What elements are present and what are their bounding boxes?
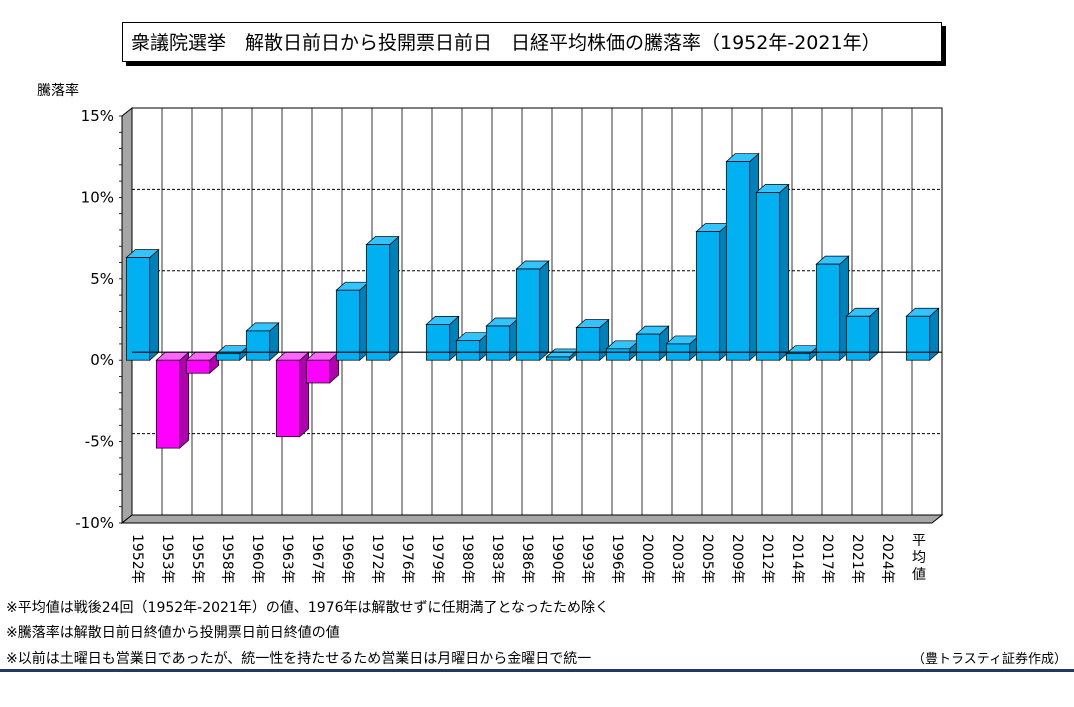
source-credit: （豊トラスティ証券作成） [912, 652, 1067, 667]
bar [425, 324, 451, 361]
x-tick-label: 1983年 [489, 534, 505, 584]
x-tick-label: 1993年 [579, 534, 595, 584]
x-tick-label: 1990年 [549, 534, 565, 584]
bar-side [149, 248, 160, 361]
x-tick-label: 2005年 [699, 534, 715, 584]
y-tick-label: 0% [90, 351, 114, 369]
y-tick-label: -5% [85, 433, 114, 451]
x-tick-label: 1972年 [369, 534, 385, 584]
bar-side [539, 260, 550, 361]
x-tick-label: 1986年 [519, 534, 535, 584]
x-tick-label: 2024年 [879, 534, 895, 584]
x-tick-label: 1976年 [399, 534, 415, 584]
x-tick-label: 1955年 [189, 534, 205, 584]
y-tick-label: -10% [75, 514, 114, 532]
bar [605, 348, 631, 361]
chart-title: 衆議院選挙 解散日前日から投開票日前日 日経平均株価の騰落率（1952年-202… [122, 22, 942, 62]
bar-chart: 15% 10% 5% 0% -5% -10% 1952年 1953年 1955年 1958年 196… [75, 106, 944, 584]
bar [785, 353, 811, 361]
bar [245, 330, 271, 361]
x-tick-label: 1960年 [249, 534, 265, 584]
bar [905, 315, 931, 361]
footnote-average: ※平均値は戦後24回（1952年-2021年）の値、1976年は解散せずに任期満… [6, 600, 610, 616]
bar-side [389, 235, 400, 361]
x-tick-label: 2000年 [639, 534, 655, 584]
footnote-definition: ※騰落率は解散日前日終値から投開票日前日終値の値 [6, 625, 340, 641]
bar [515, 268, 541, 361]
x-tick-label: 2012年 [759, 534, 775, 584]
bar [455, 340, 481, 361]
x-tick-label: 1969年 [339, 534, 355, 584]
y-axis-label: 騰落率 [37, 83, 79, 99]
y-tick-label: 10% [81, 188, 114, 206]
x-tick-label: 2003年 [669, 534, 685, 584]
bar [125, 257, 151, 361]
bar [725, 161, 751, 361]
x-tick-label: 2017年 [819, 534, 835, 584]
bar [815, 263, 841, 361]
bar [845, 315, 871, 361]
x-tick-label: 1967年 [309, 534, 325, 584]
bottom-divider [0, 669, 1074, 672]
y-tick-label: 15% [81, 107, 114, 125]
x-tick-label: 平均値 [912, 533, 926, 583]
bar [695, 231, 721, 361]
y-tick-label: 5% [90, 270, 114, 288]
bar-side [779, 183, 790, 361]
bar [545, 356, 571, 361]
bar [575, 327, 601, 361]
x-tick-label: 1953年 [159, 534, 175, 584]
bar [335, 289, 361, 361]
x-tick-label: 1952年 [129, 534, 145, 584]
bar [755, 192, 781, 361]
footnote-business-days: ※以前は土曜日も営業日であったが、統一性を持たせるため営業日は月曜日から金曜日で… [6, 651, 592, 667]
bar [155, 359, 181, 449]
x-tick-label: 1996年 [609, 534, 625, 584]
bar [305, 359, 331, 384]
bar [275, 359, 301, 438]
x-tick-label: 2009年 [729, 534, 745, 584]
bar [365, 244, 391, 361]
x-tick-label: 1963年 [279, 534, 295, 584]
bar [485, 325, 511, 361]
bar [635, 333, 661, 361]
x-tick-label: 1980年 [459, 534, 475, 584]
x-tick-label: 1958年 [219, 534, 235, 584]
x-tick-label: 1979年 [429, 534, 445, 584]
bar [185, 359, 211, 374]
x-tick-label: 2021年 [849, 534, 865, 584]
x-tick-label: 2014年 [789, 534, 805, 584]
bar [215, 353, 241, 361]
plot-floor [120, 514, 944, 524]
